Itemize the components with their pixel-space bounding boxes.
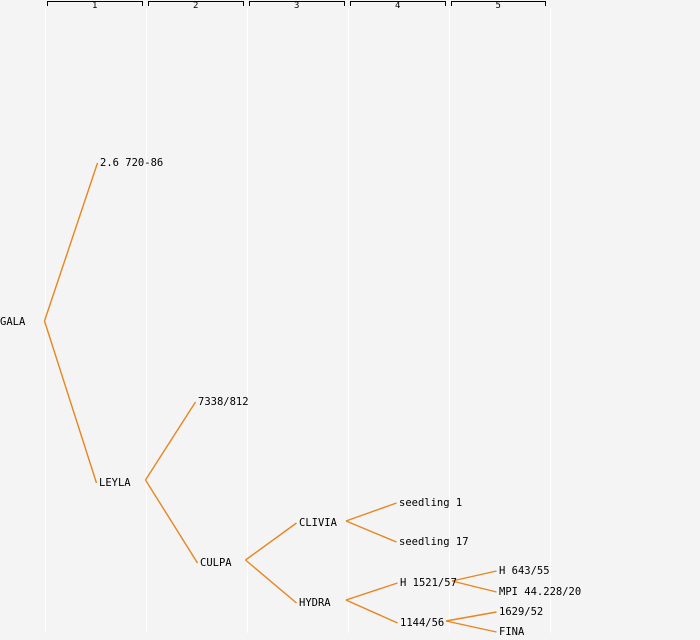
edge-n1144-fina (445, 620, 497, 633)
edge-leyla-n7338 (144, 401, 197, 481)
edge-gala-leyla (43, 320, 98, 484)
edge-h1521-h643 (451, 570, 497, 582)
tree-node-n1144[interactable]: 1144/56 (400, 616, 445, 629)
tree-node-h643[interactable]: H 643/55 (499, 564, 550, 577)
edge-culpa-hydra (245, 559, 297, 604)
tree-node-leyla[interactable]: LEYLA (99, 476, 131, 489)
edge-n1144-n1629 (445, 611, 497, 622)
edge-gala-n720 (43, 162, 99, 322)
tree-node-n1629[interactable]: 1629/52 (499, 605, 544, 618)
ruler-bracket-1: 1 (47, 1, 143, 11)
ruler-number: 1 (92, 1, 98, 11)
column-separator (246, 8, 248, 633)
edge-h1521-mpi (451, 580, 497, 593)
tree-node-gala[interactable]: GALA (0, 315, 26, 328)
tree-node-h1521[interactable]: H 1521/57 (400, 576, 457, 589)
edge-hydra-n1144 (345, 599, 398, 624)
tree-node-fina[interactable]: FINA (499, 625, 525, 638)
edge-clivia-seedling17 (345, 520, 397, 543)
ruler-bracket-4: 4 (350, 1, 446, 11)
column-separator (347, 8, 349, 633)
tree-node-n7338[interactable]: 7338/812 (198, 395, 249, 408)
tree-node-clivia[interactable]: CLIVIA (299, 516, 337, 529)
column-separator (549, 8, 551, 633)
ruler-number: 3 (294, 1, 300, 11)
ruler-number: 4 (395, 1, 401, 11)
edge-clivia-seedling1 (345, 502, 397, 522)
tree-node-seedling1[interactable]: seedling 1 (399, 496, 463, 509)
edge-culpa-clivia (245, 522, 297, 561)
ruler-bracket-3: 3 (249, 1, 345, 11)
edge-leyla-culpa (144, 479, 199, 564)
ruler-bracket-5: 5 (451, 1, 546, 11)
tree-node-mpi[interactable]: MPI 44.228/20 (499, 585, 582, 598)
tree-node-culpa[interactable]: CULPA (200, 556, 232, 569)
ruler-bracket-2: 2 (148, 1, 244, 11)
tree-node-n720[interactable]: 2.6 720-86 (100, 156, 164, 169)
tree-node-seedling17[interactable]: seedling 17 (399, 535, 469, 548)
ruler-number: 5 (495, 1, 501, 11)
column-separator (145, 8, 147, 633)
column-separator (448, 8, 450, 633)
tree-node-hydra[interactable]: HYDRA (299, 596, 331, 609)
ruler-number: 2 (193, 1, 199, 11)
edge-hydra-h1521 (345, 582, 398, 601)
